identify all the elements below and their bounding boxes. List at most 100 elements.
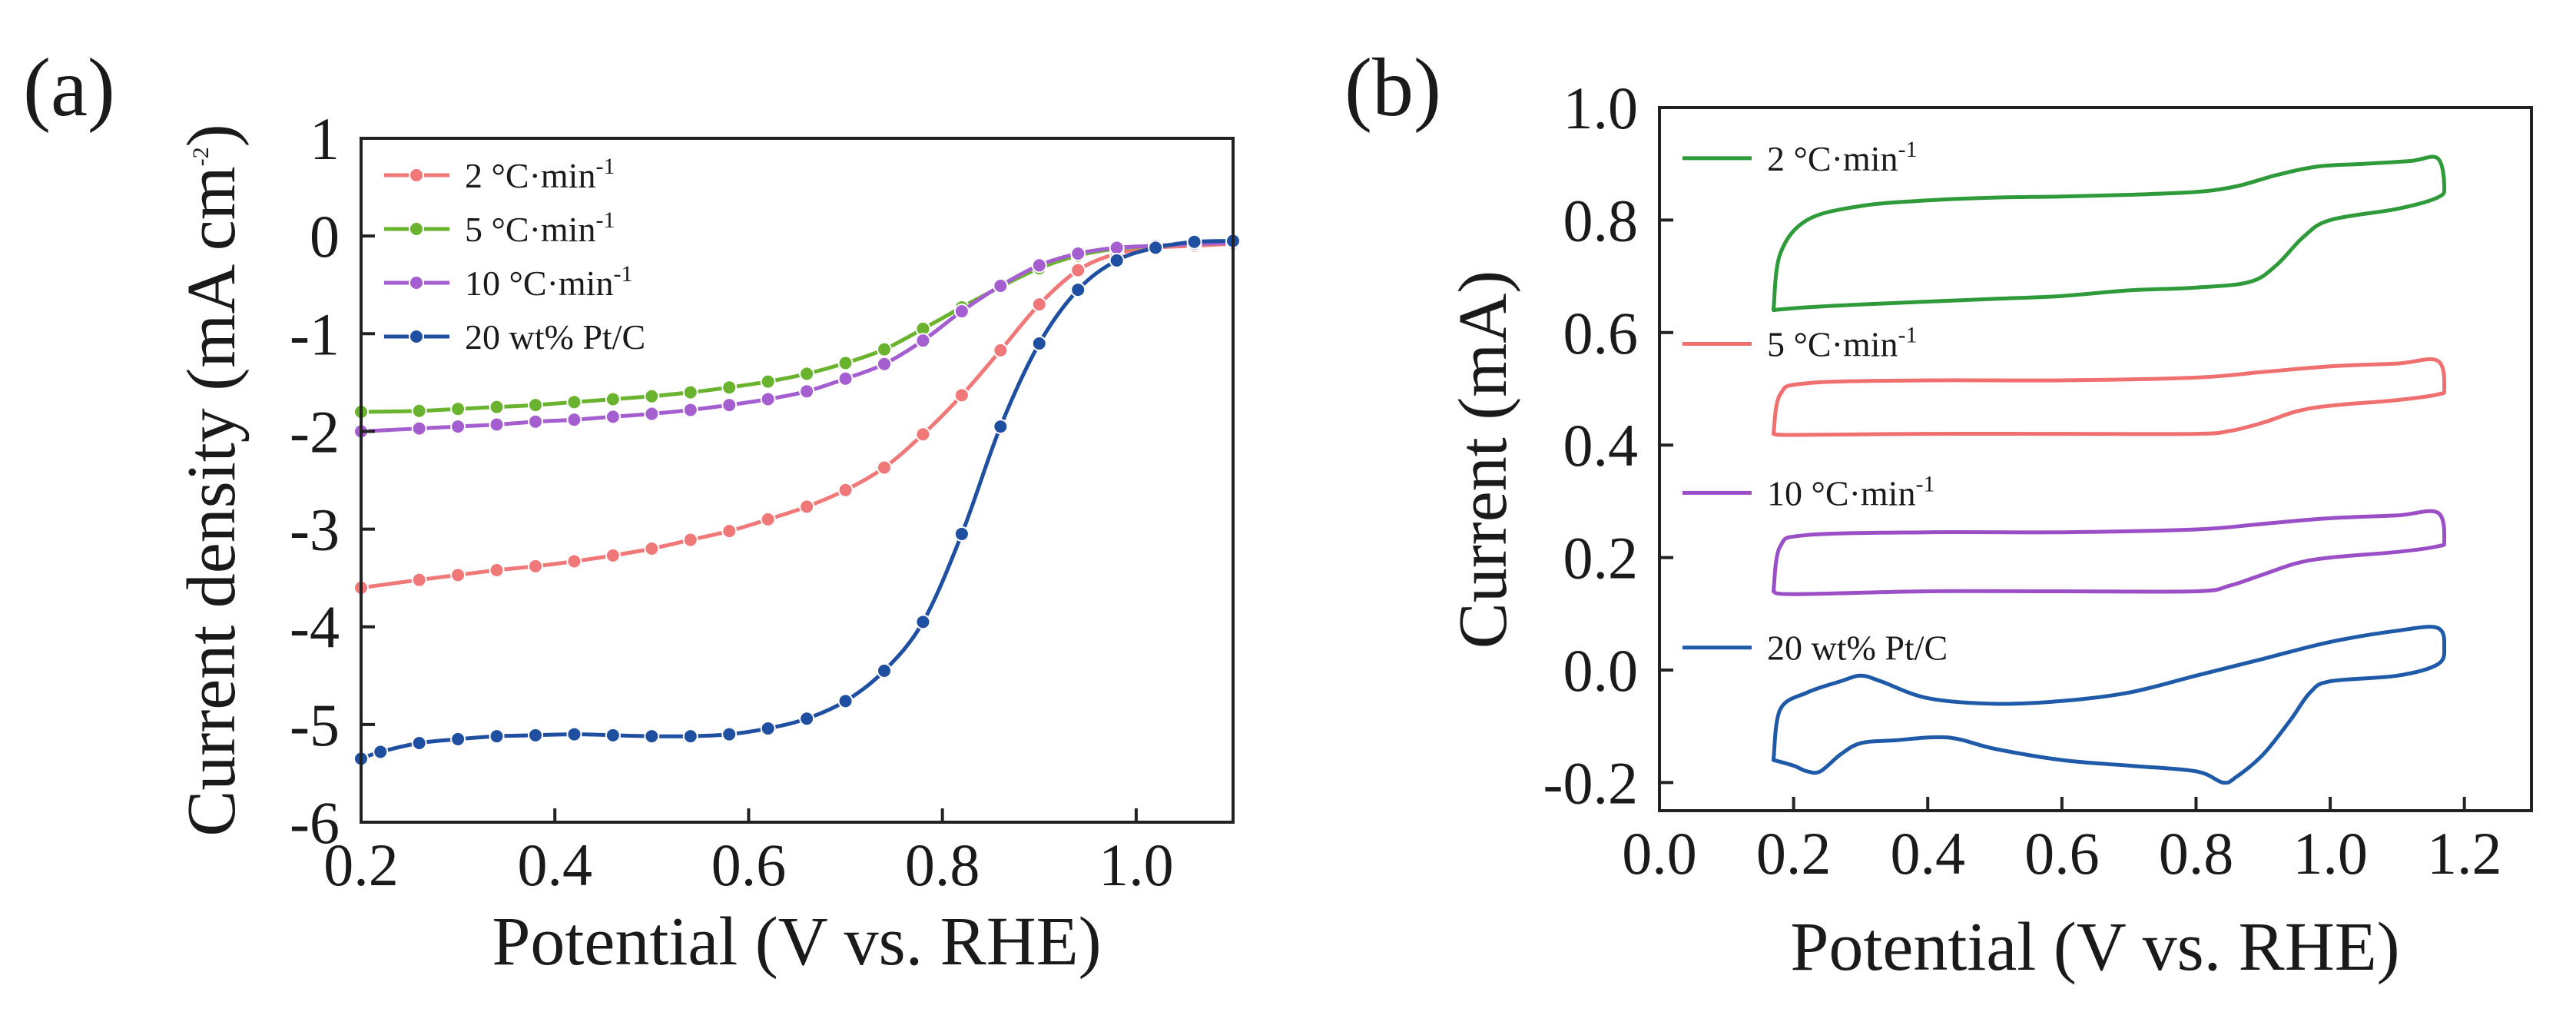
chart-a-y-axis-title: Current density (mA cm-2) [174, 124, 250, 836]
chart-a-data-point [566, 726, 582, 742]
chart-a-data-point [915, 333, 931, 349]
chart-b-x-tick-label: 0.2 [1756, 820, 1832, 887]
chart-b-legend: 2 °C·min-15 °C·min-110 °C·min-120 wt% Pt… [1683, 137, 1948, 668]
chart-b-x-tick-label: 0.0 [1622, 820, 1697, 887]
chart-b-plot-frame [1658, 106, 2533, 812]
chart-a-legend-swatch-marker [409, 329, 424, 344]
panel-a-label: (a) [23, 42, 115, 134]
chart-b-legend-label-sup: -1 [1915, 471, 1934, 496]
chart-a-data-point [1109, 252, 1125, 268]
chart-a-data-point [489, 728, 505, 745]
chart-a-data-point [489, 416, 505, 433]
chart-a-y-tick-label: 0 [310, 203, 340, 270]
chart-a-data-point [682, 532, 698, 548]
chart-a-data-point [915, 614, 931, 630]
chart-b-legend-label-text: 2 °C·min [1767, 139, 1898, 178]
chart-a-data-point [528, 413, 543, 430]
chart-b-series-20-wt-pt-c [1771, 625, 2447, 785]
chart-b-cv-loop [1771, 625, 2447, 785]
chart-a-y-tick-label: -4 [290, 594, 340, 661]
chart-a-y-tick-label: -3 [290, 496, 340, 563]
chart-b-y-tick-label: 0.8 [1563, 187, 1639, 254]
chart-b-legend-label-20-wt-pt-c: 20 wt% Pt/C [1767, 629, 1948, 668]
chart-a-data-point [953, 387, 970, 403]
chart-a-data-point [605, 547, 621, 563]
chart-a-data-point [411, 735, 427, 752]
chart-a-data-point [837, 693, 854, 709]
chart-a-data-point [450, 731, 466, 747]
chart-a-data-point [373, 744, 389, 760]
chart-b-legend-label-2-c-min-1: 2 °C·min-1 [1767, 137, 1917, 178]
chart-a-data-point [528, 558, 543, 574]
chart-a-data-point [877, 662, 892, 679]
chart-a-data-point [837, 370, 854, 387]
chart-a-data-point [877, 356, 892, 372]
chart-a-data-point [1070, 246, 1086, 262]
chart-b-y-tick-label: 0.0 [1563, 637, 1639, 704]
chart-b-legend-label-text: 5 °C·min [1767, 324, 1898, 363]
chart-b-cv-loop [1771, 357, 2447, 437]
chart-a-x-tick-label: 1.0 [1099, 831, 1174, 898]
chart-a-data-point [760, 511, 776, 527]
chart-a-legend-swatch-marker [409, 221, 424, 237]
chart-a-legend-label-sup: -1 [595, 154, 615, 179]
chart-a-data-point [799, 499, 815, 515]
chart-a-data-point [1148, 240, 1164, 256]
chart-a-data-point [721, 397, 738, 413]
chart-b-y-axis-title: Current (mA) [1445, 270, 1521, 649]
chart-a-data-point [605, 391, 621, 407]
chart-a-legend: 2 °C·min-15 °C·min-110 °C·min-120 wt% Pt… [384, 154, 645, 357]
chart-b-axes: 0.0 0.2 0.4 0.6 0.8 1.0 1.21.00.80.60.40.20.0-… [1543, 75, 2502, 887]
chart-a-data-point [993, 419, 1009, 435]
chart-a-data-point [799, 711, 815, 727]
chart-a-data-point [721, 380, 738, 396]
chart-b-x-tick-label: 0.4 [1890, 820, 1965, 887]
chart-a-legend-label-text: 20 wt% Pt/C [465, 317, 645, 357]
chart-b-series-5-c-min-1 [1771, 357, 2447, 437]
chart-a-data-point [644, 388, 660, 404]
chart-a-legend-label-10-c-min-1: 10 °C·min-1 [465, 261, 632, 303]
chart-a-series-20-wt-pt-c [353, 233, 1241, 767]
chart-a-data-point [915, 426, 931, 443]
chart-a-legend-label-text: 5 °C·min [465, 210, 595, 249]
chart-a: 0.2 0.4 0.6 0.8 1.010-1-2-3-4-5-6 2 °C·min-1… [174, 105, 1241, 980]
chart-a-data-point [411, 403, 427, 419]
chart-a-data-point [528, 727, 543, 743]
chart-b-legend-label-sup: -1 [1898, 322, 1917, 347]
chart-a-data-point [1031, 297, 1047, 313]
chart-b-legend-label-text: 20 wt% Pt/C [1767, 629, 1948, 668]
chart-a-data-point [993, 342, 1009, 358]
chart-b-cv-loop [1771, 154, 2447, 312]
chart-a-data-point [837, 355, 854, 371]
chart-a-y-tick-label: -6 [290, 789, 340, 856]
chart-a-y-axis-title-close: ) [174, 124, 250, 147]
chart-a-data-point [1109, 240, 1125, 256]
chart-a-data-point [644, 728, 660, 745]
chart-b-legend-label-10-c-min-1: 10 °C·min-1 [1767, 471, 1934, 513]
chart-b-y-tick-label: 1.0 [1563, 75, 1639, 141]
chart-a-data-point [682, 384, 698, 400]
chart-b-legend-label-sup: -1 [1898, 137, 1917, 162]
chart-a-data-point [411, 420, 427, 436]
chart-b-legend-label-5-c-min-1: 5 °C·min-1 [1767, 322, 1917, 363]
chart-b-cv-loop [1771, 509, 2447, 596]
chart-a-y-tick-label: -2 [290, 398, 340, 465]
chart-a-y-tick-label: -5 [290, 692, 340, 758]
chart-a-legend-label-sup: -1 [613, 261, 632, 287]
chart-a-series-group [353, 233, 1241, 767]
chart-a-data-point [721, 523, 738, 539]
chart-a-data-point [953, 526, 970, 542]
chart-a-data-point [1070, 282, 1086, 298]
chart-b-legend-label-text: 10 °C·min [1767, 473, 1915, 513]
chart-a-legend-label-5-c-min-1: 5 °C·min-1 [465, 207, 615, 249]
chart-a-data-point [682, 728, 698, 745]
chart-a-data-point [760, 391, 776, 407]
chart-a-x-tick-label: 0.4 [517, 831, 592, 898]
chart-a-data-point [682, 402, 698, 418]
chart-a-data-point [1186, 234, 1202, 250]
chart-a-x-tick-label: 0.6 [711, 831, 787, 898]
chart-a-data-point [644, 406, 660, 422]
chart-a-legend-label-text: 10 °C·min [465, 264, 613, 303]
chart-b-x-tick-label: 0.6 [2024, 820, 2100, 887]
